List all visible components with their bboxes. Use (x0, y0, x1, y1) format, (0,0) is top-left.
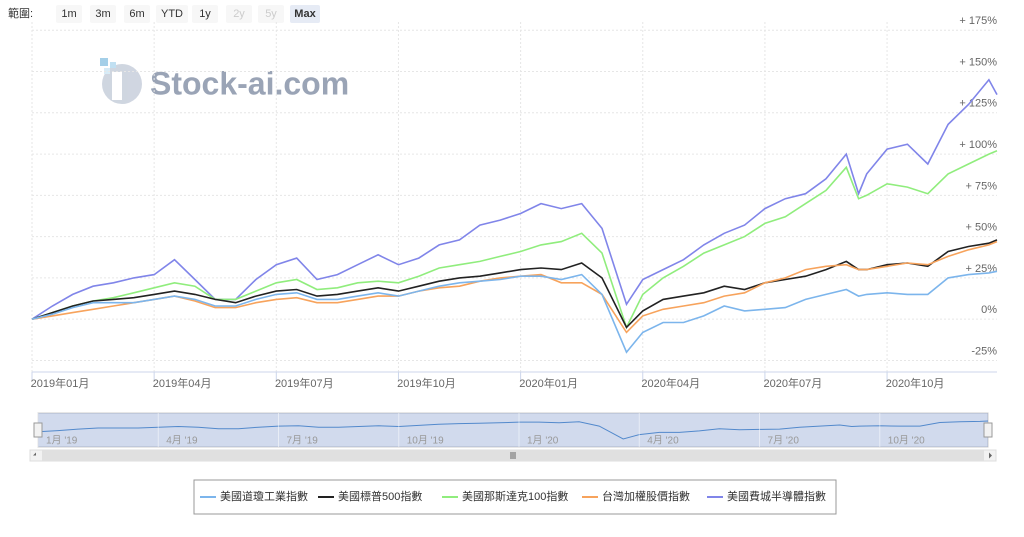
y-tick-label: + 175% (959, 15, 997, 27)
y-tick-label: + 50% (966, 222, 998, 234)
series-line (31, 240, 998, 334)
range-label: 範圍: (8, 6, 33, 20)
legend-label[interactable]: 美國標普500指數 (338, 489, 422, 503)
navigator-label: 10月 '20 (888, 435, 925, 447)
watermark: Stock-ai.com (150, 65, 349, 101)
range-button[interactable] (90, 5, 116, 23)
navigator-label: 4月 '19 (166, 435, 198, 447)
navigator-label: 1月 '20 (527, 435, 559, 447)
range-button-label[interactable]: Max (294, 8, 316, 20)
navigator-label: 7月 '19 (287, 435, 319, 447)
x-tick-label: 2019年10月 (397, 376, 456, 390)
legend-label[interactable]: 美國費城半導體指數 (727, 489, 826, 503)
x-tick-label: 2019年07月 (275, 376, 334, 390)
series-line (31, 150, 998, 330)
y-tick-label: -25% (971, 345, 997, 357)
range-button-label[interactable]: 1m (61, 8, 76, 20)
range-button-label: 5y (265, 8, 277, 20)
range-button (226, 5, 252, 23)
x-tick-label: 2019年04月 (153, 376, 212, 390)
y-tick-label: + 125% (959, 98, 997, 110)
legend-label[interactable]: 台灣加權股價指數 (602, 489, 690, 503)
navigator-handle[interactable] (33, 422, 43, 438)
range-button[interactable] (290, 5, 320, 23)
x-tick-label: 2020年01月 (519, 376, 578, 390)
range-button[interactable] (56, 5, 82, 23)
legend-box (193, 479, 837, 515)
navigator-label: 7月 '20 (768, 435, 800, 447)
range-button-label[interactable]: 6m (129, 8, 144, 20)
range-button-label[interactable]: 3m (95, 8, 110, 20)
range-button (258, 5, 284, 23)
series-line (31, 78, 998, 320)
legend-label[interactable]: 美國那斯達克100指數 (462, 489, 568, 503)
range-button[interactable] (156, 5, 188, 23)
range-button-label: 2y (233, 8, 245, 20)
navigator-bg (37, 412, 989, 448)
x-tick-label: 2020年10月 (886, 376, 945, 390)
navigator-label: 4月 '20 (647, 435, 679, 447)
range-button[interactable] (192, 5, 218, 23)
y-tick-label: + 100% (959, 139, 997, 151)
y-tick-label: 0% (981, 304, 997, 316)
range-button[interactable] (124, 5, 150, 23)
y-tick-label: + 25% (966, 263, 998, 275)
x-tick-label: 2019年01月 (31, 376, 90, 390)
x-tick-label: 2020年07月 (764, 376, 823, 390)
navigator-mask (38, 413, 988, 447)
navigator-handle[interactable] (983, 422, 993, 438)
legend-label[interactable]: 美國道瓊工業指數 (220, 489, 308, 503)
navigator-label: 1月 '19 (46, 435, 78, 447)
y-tick-label: + 150% (959, 56, 997, 68)
series-line (31, 270, 998, 354)
navigator-line (37, 420, 989, 440)
y-tick-label: + 75% (966, 180, 998, 192)
range-button-label[interactable]: 1y (199, 8, 211, 20)
navigator-label: 10月 '19 (407, 435, 444, 447)
scrollbar-grip (510, 452, 516, 459)
range-button-label[interactable]: YTD (161, 8, 183, 20)
watermark-logo (100, 58, 142, 104)
x-tick-label: 2020年04月 (641, 376, 700, 390)
